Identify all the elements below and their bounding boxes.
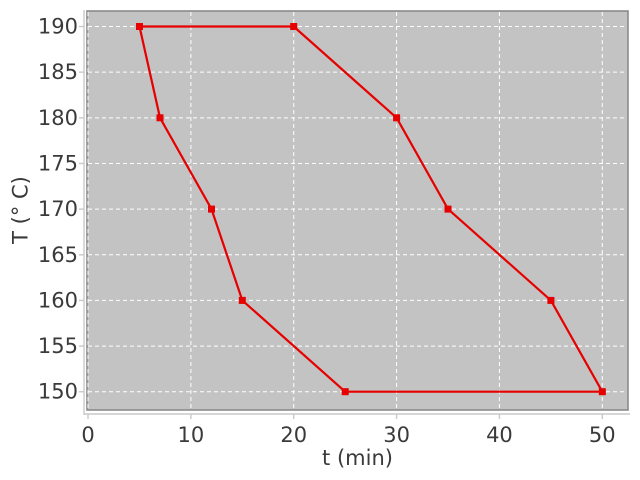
- y-axis-title: T (° C): [8, 176, 33, 244]
- y-tick-label: 170: [38, 197, 78, 221]
- data-point-marker: [393, 114, 401, 122]
- y-tick-label: 185: [38, 60, 78, 84]
- data-point-marker: [156, 114, 164, 122]
- y-tick-label: 180: [38, 106, 78, 130]
- x-tick-label: 40: [486, 423, 513, 447]
- data-point-marker: [290, 23, 298, 30]
- data-point-marker: [341, 388, 349, 396]
- data-point-marker: [444, 205, 452, 213]
- x-tick-label: 20: [280, 423, 307, 447]
- data-point-marker: [238, 296, 246, 304]
- x-tick-label: 10: [178, 423, 205, 447]
- y-tick-label: 155: [38, 334, 78, 358]
- x-axis-title: t (min): [322, 446, 393, 470]
- y-tick-label: 190: [38, 15, 78, 39]
- y-tick-label: 150: [38, 380, 78, 404]
- y-tick-label: 165: [38, 243, 78, 267]
- x-tick-label: 50: [589, 423, 616, 447]
- x-tick-label: 30: [383, 423, 410, 447]
- plot-panel: [86, 10, 629, 411]
- data-point-marker: [208, 205, 215, 213]
- data-point-marker: [598, 388, 606, 396]
- x-tick-label: 0: [81, 423, 94, 447]
- y-tick-label: 175: [38, 151, 78, 175]
- data-point-marker: [547, 296, 555, 304]
- data-point-marker: [136, 23, 143, 30]
- y-tick-label: 160: [38, 288, 78, 312]
